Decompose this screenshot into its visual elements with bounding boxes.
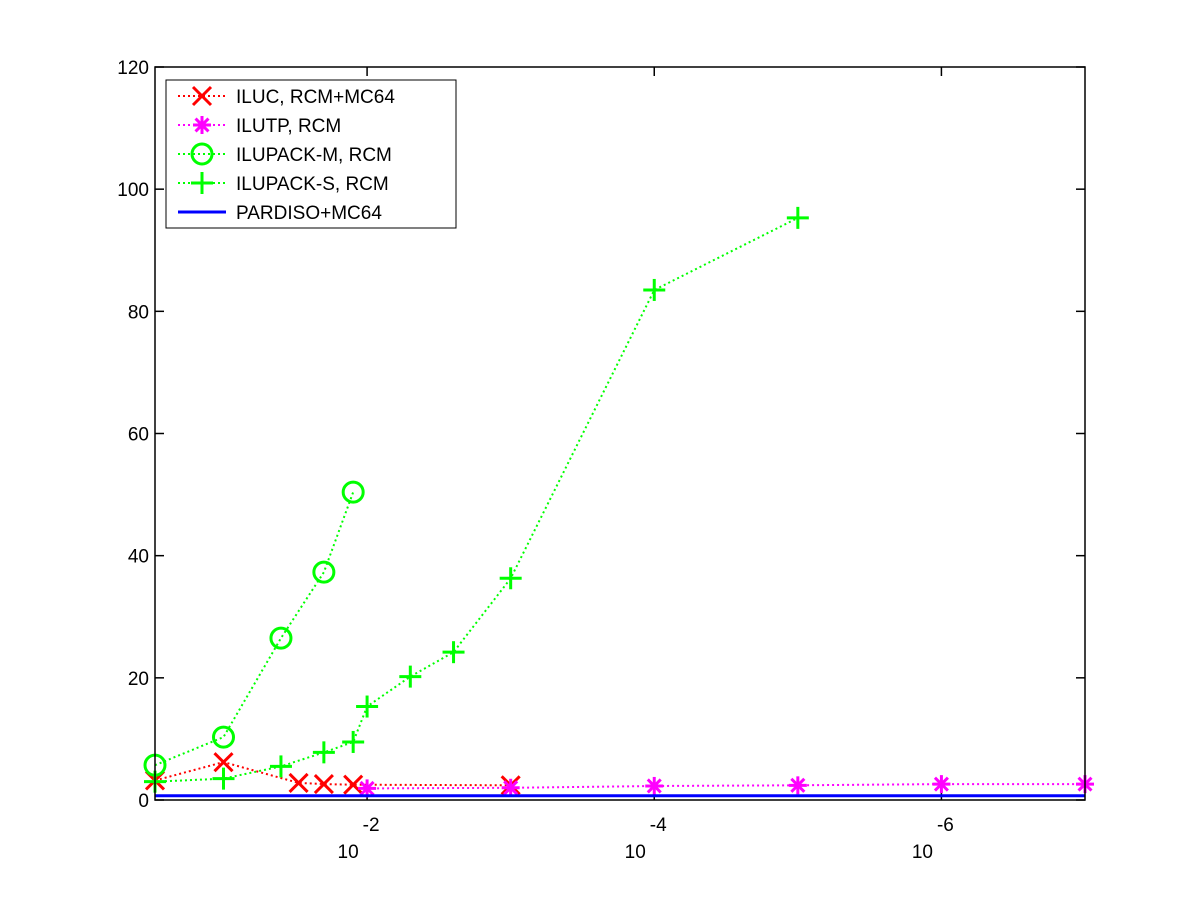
y-tick-label: 60: [128, 425, 149, 446]
x-tick-label-base: 10: [625, 842, 646, 863]
data-point: [788, 776, 807, 795]
data-point: [312, 560, 336, 584]
x-tick-label-exponent: -6: [937, 815, 954, 836]
legend-label: ILUPACK-S, RCM: [236, 174, 389, 195]
plot-frame: [154, 66, 1086, 801]
legend-item: ILUTP, RCM: [178, 116, 341, 137]
data-point: [343, 774, 364, 795]
legend-swatch-marker: [193, 116, 211, 134]
data-point: [212, 767, 235, 790]
legend-item: ILUC, RCM+MC64: [178, 85, 395, 108]
circle-marker: [269, 626, 293, 650]
x-marker: [313, 774, 334, 795]
data-point: [499, 567, 522, 590]
data-point: [213, 752, 234, 773]
x-marker: [288, 772, 309, 793]
x-tick-label-base: 10: [338, 842, 359, 863]
legend-label: ILUPACK-M, RCM: [236, 145, 392, 166]
legend-swatch-marker: [191, 172, 213, 194]
y-tick-label: 0: [138, 791, 149, 812]
asterisk-marker: [646, 778, 662, 794]
asterisk-marker: [359, 780, 375, 796]
data-point: [288, 772, 309, 793]
legend: ILUC, RCM+MC64 ILUTP, RCM ILUPACK-M, RCM IL…: [165, 79, 457, 229]
data-point: [313, 774, 334, 795]
data-point: [442, 641, 465, 664]
data-point: [342, 730, 365, 753]
y-tick-label: 100: [117, 180, 149, 201]
x-marker: [213, 752, 234, 773]
legend-label: PARDISO+MC64: [236, 203, 382, 224]
x-tick-label-exponent: -4: [650, 815, 667, 836]
data-point: [356, 695, 379, 718]
data-point: [932, 775, 951, 794]
series-line: [154, 491, 355, 767]
x-marker: [191, 85, 213, 107]
data-point: [645, 776, 664, 795]
asterisk-marker: [503, 780, 519, 796]
series-line: [154, 761, 511, 787]
legend-item: PARDISO+MC64: [178, 203, 382, 224]
x-tick-label-base: 10: [912, 842, 933, 863]
x-tick-label-exponent: -2: [363, 815, 380, 836]
data-point: [341, 480, 365, 504]
x-marker: [343, 774, 364, 795]
legend-item: ILUPACK-M, RCM: [178, 142, 392, 166]
asterisk-marker: [933, 776, 949, 792]
circle-marker: [212, 725, 236, 749]
y-tick-label: 40: [128, 547, 149, 568]
y-tick-label: 20: [128, 669, 149, 690]
data-point: [212, 725, 236, 749]
data-point: [399, 665, 422, 688]
legend-label: ILUC, RCM+MC64: [236, 87, 395, 108]
data-point: [643, 278, 666, 301]
data-point: [269, 626, 293, 650]
data-point: [786, 206, 809, 229]
circle-marker: [312, 560, 336, 584]
data-point: [312, 741, 335, 764]
data-point: [269, 755, 292, 778]
circle-marker: [341, 480, 365, 504]
circle-marker: [190, 142, 214, 166]
legend-item: ILUPACK-S, RCM: [178, 172, 389, 195]
legend-swatch-marker: [190, 142, 214, 166]
data-point: [501, 778, 520, 797]
legend-swatch-marker: [191, 85, 213, 107]
y-tick-label: 120: [117, 58, 149, 79]
asterisk-marker: [194, 117, 210, 133]
asterisk-marker: [790, 777, 806, 793]
series-layer: [143, 206, 1094, 798]
y-tick-label: 80: [128, 302, 149, 323]
legend-label: ILUTP, RCM: [236, 116, 341, 137]
